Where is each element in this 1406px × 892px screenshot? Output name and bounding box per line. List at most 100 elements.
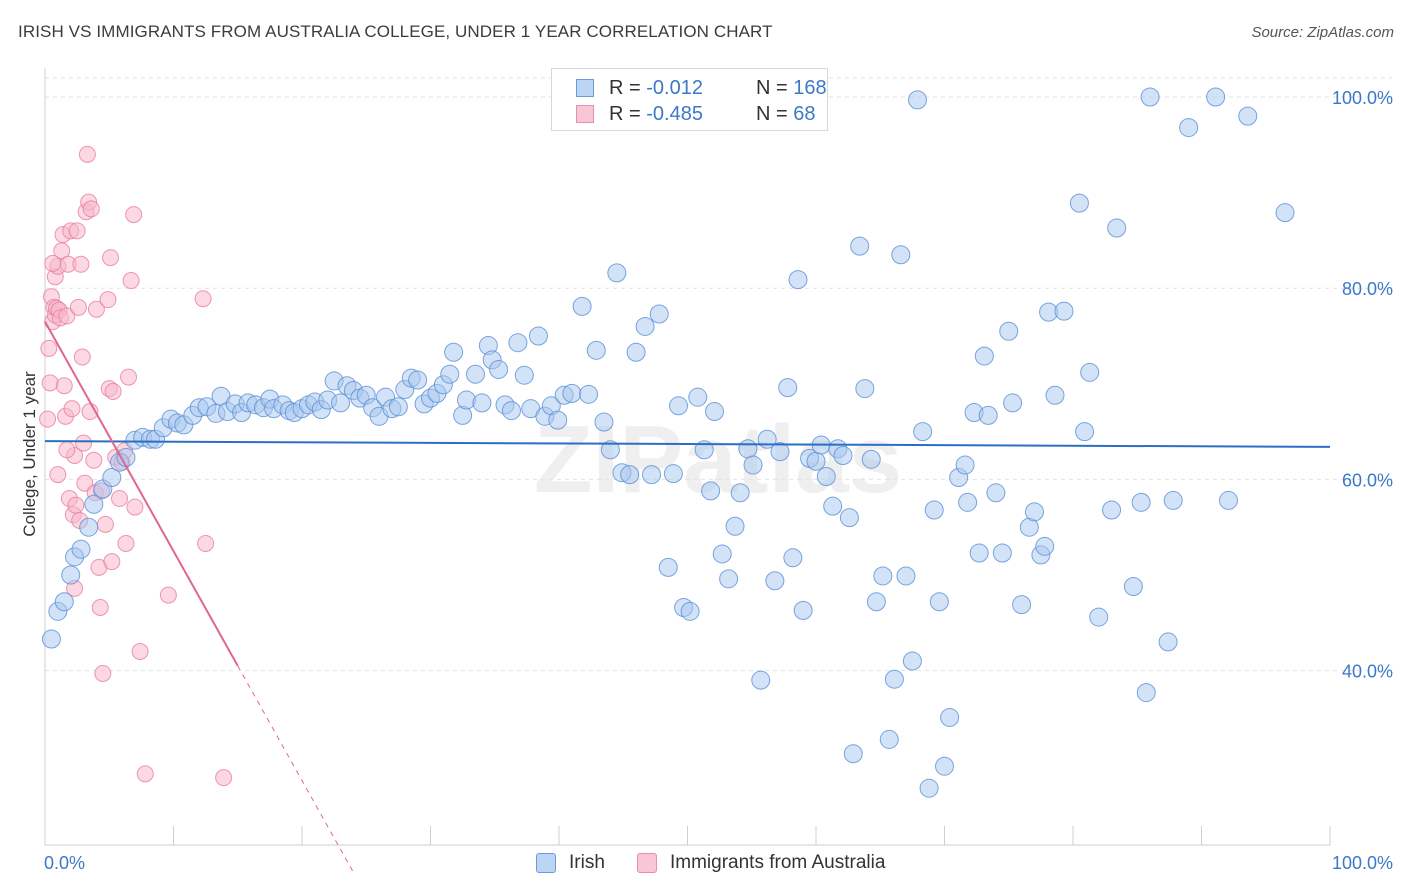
australia-point <box>96 515 114 533</box>
irish-point <box>1054 301 1074 321</box>
irish-point <box>635 316 655 336</box>
australia-point <box>85 451 103 469</box>
irish-point <box>924 500 944 520</box>
irish-point <box>861 449 881 469</box>
australia-point <box>55 377 73 395</box>
irish-point <box>572 296 592 316</box>
irish-point <box>1003 393 1023 413</box>
australia-point <box>44 254 62 272</box>
irish-point <box>642 465 662 485</box>
australia-points <box>39 145 233 787</box>
irish-point <box>839 508 859 528</box>
irish-point <box>974 346 994 366</box>
australia-point <box>73 348 91 366</box>
irish-point <box>408 370 428 390</box>
australia-point <box>82 200 100 218</box>
legend-n-label: N = <box>756 77 788 99</box>
irish-point <box>743 455 763 475</box>
irish-point <box>730 483 750 503</box>
australia-point <box>58 441 76 459</box>
irish-point <box>929 592 949 612</box>
australia-point <box>40 339 58 357</box>
irish-point <box>1035 536 1055 556</box>
australia-point <box>67 496 85 514</box>
irish-point <box>562 383 582 403</box>
irish-point <box>935 756 954 776</box>
irish-point <box>1179 118 1199 138</box>
irish-point <box>850 236 870 256</box>
irish-point <box>719 569 739 589</box>
irish-point <box>919 778 939 798</box>
irish-point <box>969 543 989 563</box>
irish-point <box>594 412 614 432</box>
legend-n-value-irish: 168 <box>793 77 827 99</box>
y-tick-label: 80.0% <box>1342 279 1393 299</box>
irish-point <box>1163 490 1183 510</box>
irish-trend-line <box>44 440 1331 448</box>
irish-point <box>1102 500 1122 520</box>
australia-trend-extension <box>237 665 354 873</box>
irish-point <box>331 393 351 413</box>
bottom-legend-swatch-irish <box>536 853 556 873</box>
australia-point <box>194 290 212 308</box>
legend-r-value-irish: -0.012 <box>646 77 703 99</box>
bottom-legend-label-australia: Immigrants from Australia <box>670 852 886 873</box>
irish-point <box>793 600 813 620</box>
irish-point <box>694 440 714 460</box>
irish-point <box>102 467 122 487</box>
australia-point <box>159 586 177 604</box>
australia-point <box>215 769 233 787</box>
irish-point <box>680 601 700 621</box>
bottom-legend-label-irish: Irish <box>569 852 605 873</box>
correlation-legend: R = -0.012 N = 168 R = -0.485 N = 68 <box>551 68 828 131</box>
y-tick-label: 100.0% <box>1332 88 1393 108</box>
irish-point <box>986 483 1006 503</box>
legend-n-value-australia: 68 <box>793 103 816 125</box>
irish-point <box>704 402 724 422</box>
irish-point <box>508 333 528 353</box>
australia-point <box>68 222 86 240</box>
australia-point <box>72 255 90 273</box>
irish-point <box>823 496 843 516</box>
trend-lines <box>44 321 1331 873</box>
x-tick-labels: 0.0% 100.0% <box>44 853 1393 873</box>
irish-point <box>1045 385 1065 405</box>
irish-point <box>84 494 104 514</box>
irish-point <box>54 592 74 612</box>
irish-point <box>765 571 785 591</box>
irish-point <box>61 565 81 585</box>
irish-point <box>444 342 464 362</box>
irish-point <box>879 729 899 749</box>
irish-point <box>116 447 136 467</box>
australia-trend-line <box>44 321 239 667</box>
irish-point <box>1238 106 1258 126</box>
irish-points <box>41 87 1295 798</box>
australia-point <box>69 298 87 316</box>
y-axis-label: College, Under 1 year <box>20 371 39 537</box>
australia-point <box>102 249 120 267</box>
australia-point <box>197 534 215 552</box>
source-label: Source: ZipAtlas.com <box>1251 24 1394 41</box>
australia-point <box>41 374 59 392</box>
irish-point <box>620 465 640 485</box>
irish-point <box>712 544 732 564</box>
australia-point <box>131 642 149 660</box>
irish-point <box>751 670 771 690</box>
irish-point <box>586 340 606 360</box>
irish-point <box>1107 218 1127 238</box>
australia-point <box>125 206 143 224</box>
irish-point <box>1131 492 1151 512</box>
australia-point <box>136 765 154 783</box>
irish-point <box>866 592 886 612</box>
irish-point <box>783 548 803 568</box>
irish-point <box>913 422 933 442</box>
irish-point <box>958 492 978 512</box>
australia-point <box>78 145 96 163</box>
irish-point <box>1080 362 1100 382</box>
irish-point <box>71 539 91 559</box>
australia-point <box>91 599 109 617</box>
australia-point <box>126 498 144 516</box>
gridlines <box>45 77 1392 672</box>
australia-point <box>104 382 122 400</box>
